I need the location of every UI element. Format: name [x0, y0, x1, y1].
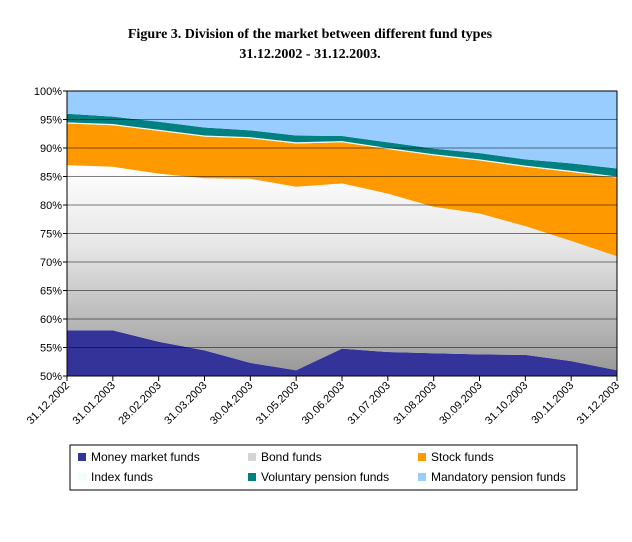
x-tick-label: 31.12.2003 — [575, 380, 622, 427]
y-tick-label: 65% — [40, 286, 62, 298]
chart-title: Figure 3. Division of the market between… — [128, 27, 493, 42]
chart-subtitle: 31.12.2002 - 31.12.2003. — [239, 47, 380, 62]
x-tick-label: 31.12.2002 — [25, 380, 72, 427]
y-tick-label: 75% — [40, 229, 62, 241]
y-tick-label: 95% — [40, 115, 62, 127]
y-tick-label: 60% — [40, 314, 62, 326]
area — [67, 91, 617, 169]
x-tick-label: 30.09.2003 — [437, 380, 484, 427]
y-tick-label: 55% — [40, 343, 62, 355]
x-tick-label: 31.03.2003 — [162, 380, 209, 427]
x-tick-label: 31.01.2003 — [71, 380, 118, 427]
legend-swatch — [248, 453, 256, 461]
legend-label: Index funds — [91, 470, 153, 484]
y-tick-label: 70% — [40, 257, 62, 269]
legend-label: Voluntary pension funds — [261, 470, 389, 484]
legend-swatch — [248, 473, 256, 481]
legend-label: Money market funds — [91, 450, 200, 464]
legend-label: Bond funds — [261, 450, 322, 464]
y-tick-label: 85% — [40, 172, 62, 184]
area — [67, 113, 617, 177]
area — [67, 330, 617, 376]
x-tick-label: 31.07.2003 — [346, 380, 393, 427]
y-tick-label: 50% — [40, 371, 62, 383]
legend-box — [69, 444, 578, 491]
x-tick-label: 30.04.2003 — [208, 380, 255, 427]
y-tick-label: 90% — [40, 143, 62, 155]
area — [67, 122, 617, 178]
y-tick-label: 80% — [40, 200, 62, 212]
x-tick-label: 28.02.2003 — [116, 380, 163, 427]
x-tick-label: 30.06.2003 — [300, 380, 347, 427]
y-tick-label: 100% — [34, 86, 62, 98]
x-tick-label: 31.08.2003 — [391, 380, 438, 427]
x-tick-label: 31.05.2003 — [254, 380, 301, 427]
legend-swatch — [78, 453, 86, 461]
legend-label: Mandatory pension funds — [431, 470, 566, 484]
legend-swatch — [418, 473, 426, 481]
x-tick-label: 31.10.2003 — [483, 380, 530, 427]
legend-swatch — [78, 473, 86, 481]
area — [67, 123, 617, 257]
x-tick-label: 30.11.2003 — [529, 380, 576, 427]
legend-swatch — [418, 453, 426, 461]
legend-label: Stock funds — [431, 450, 494, 464]
